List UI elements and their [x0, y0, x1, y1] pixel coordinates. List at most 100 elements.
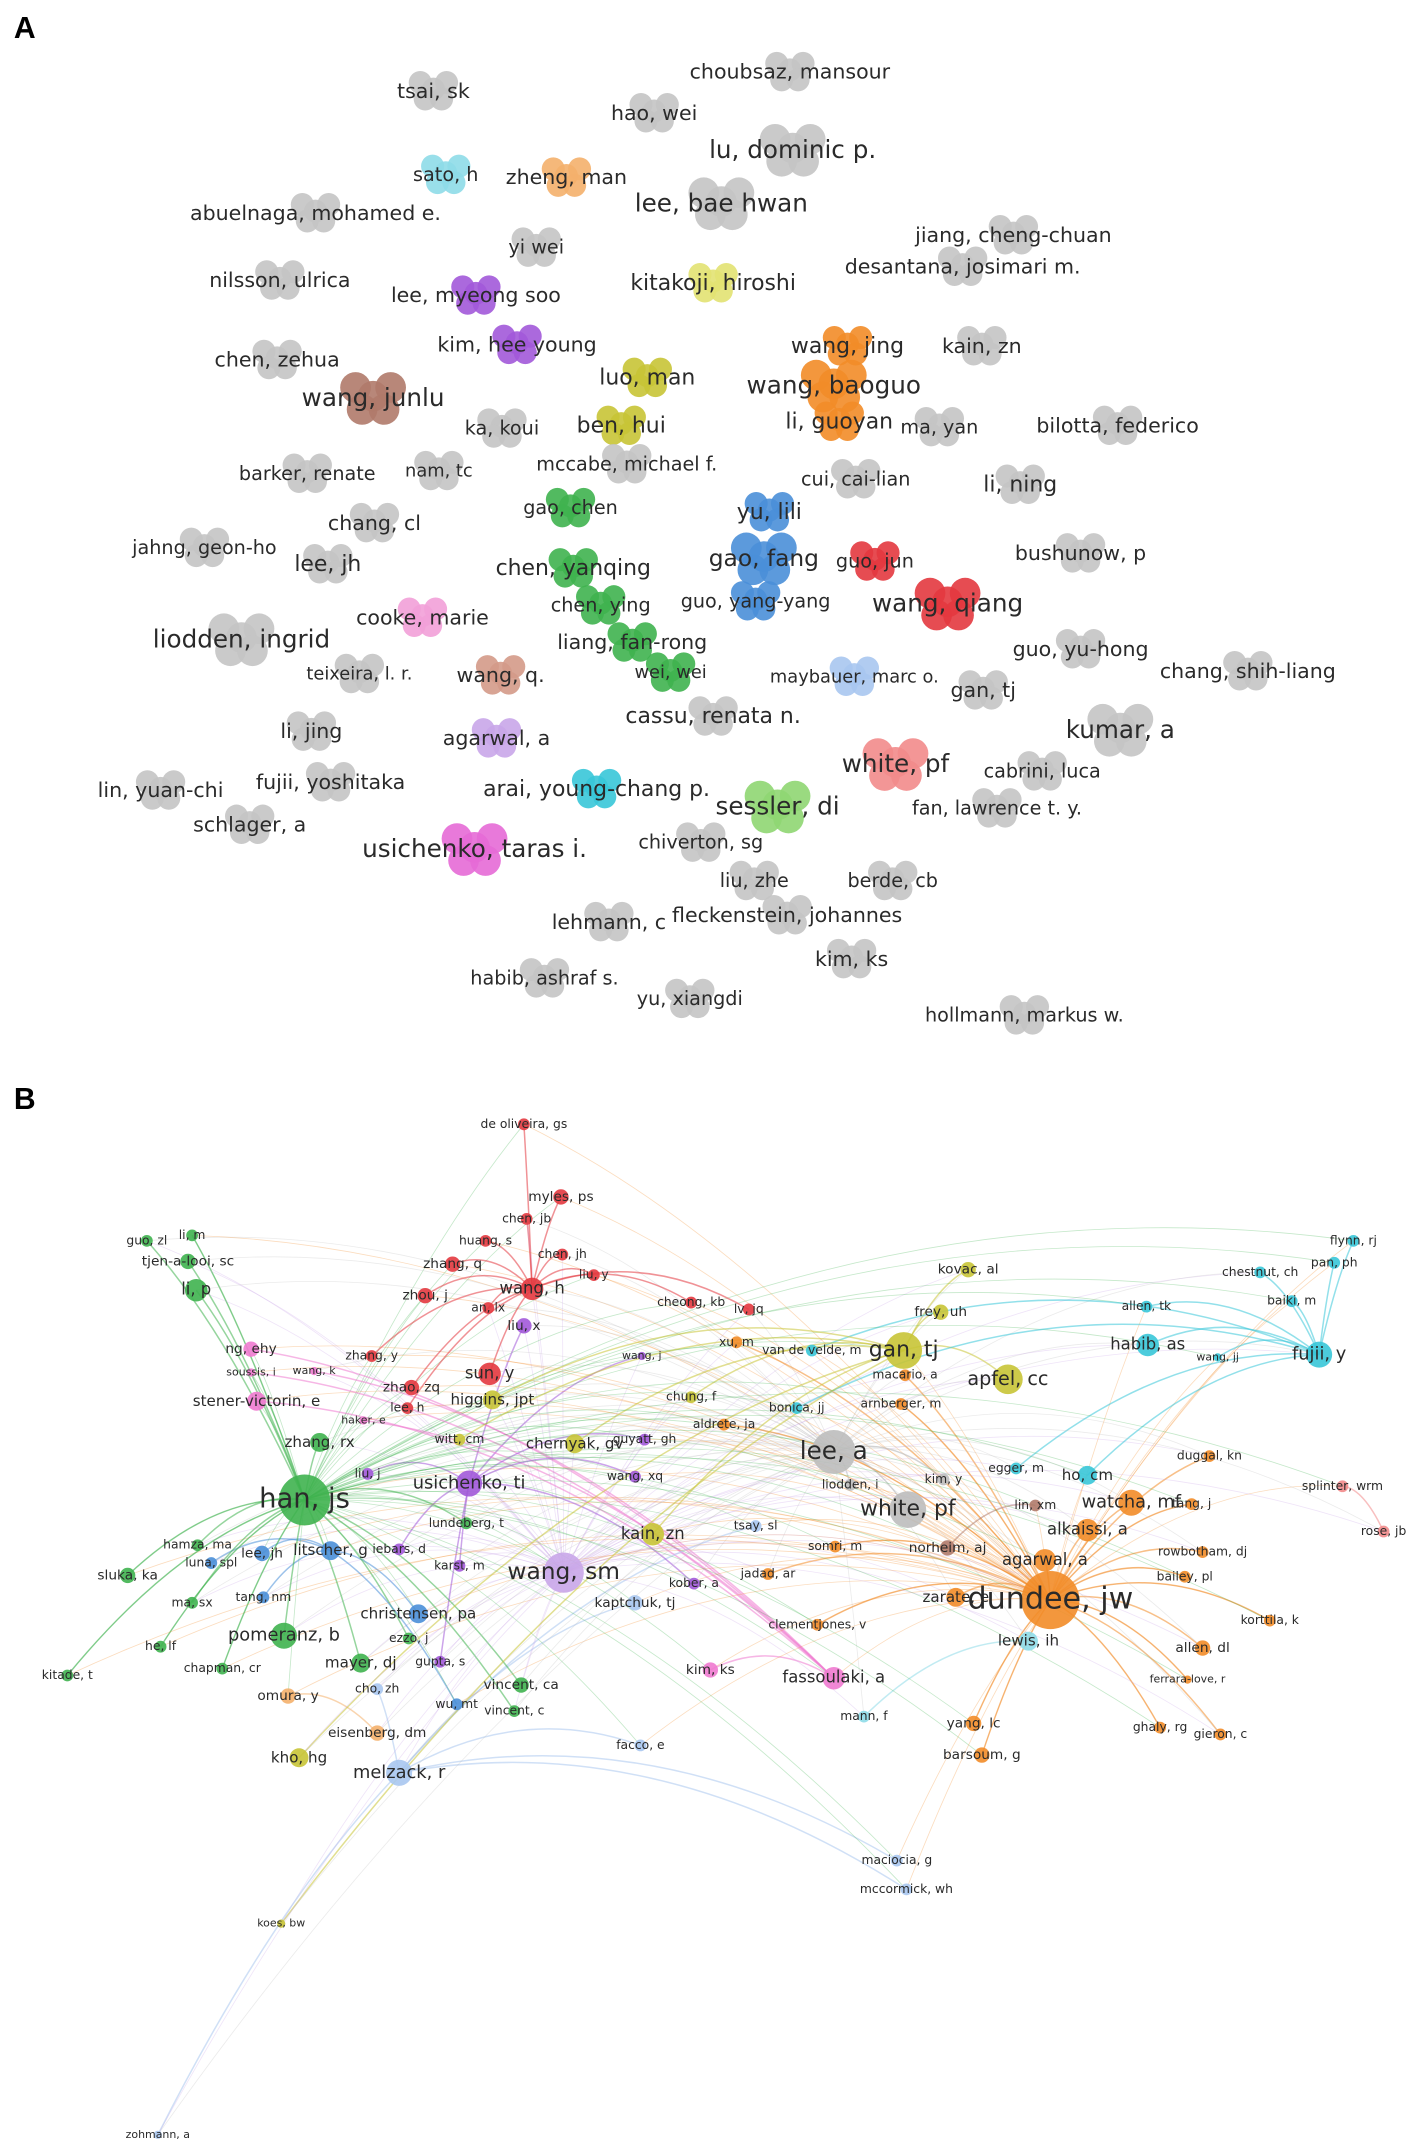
edge — [850, 1484, 1051, 1601]
node-label: mccabe, michael f. — [536, 452, 717, 475]
node — [520, 1213, 533, 1225]
edge — [563, 1541, 956, 1598]
node — [1285, 1295, 1298, 1308]
node-blob — [852, 475, 876, 499]
node-label: allen, tk — [1122, 1299, 1172, 1313]
node-blob — [752, 597, 776, 621]
edge — [398, 1761, 907, 1891]
node-label: abuelnaga, mohamed e. — [190, 201, 441, 225]
node-label: liang, fan-rong — [557, 630, 707, 654]
edge — [563, 1471, 944, 1573]
edge — [563, 1494, 1088, 1574]
node — [243, 1341, 259, 1357]
node-blob — [851, 672, 875, 696]
node — [140, 1234, 153, 1247]
edge — [439, 1451, 834, 1663]
node-label: kitakoji, hiroshi — [630, 271, 796, 296]
node-label: higgins, jpt — [450, 1390, 534, 1408]
edge — [523, 1325, 565, 1573]
edge — [767, 1552, 1051, 1601]
node-label: kim, ks — [686, 1662, 735, 1678]
node-label: wei, wei — [634, 662, 706, 683]
node — [543, 1552, 584, 1593]
edge — [652, 1349, 904, 1535]
node-label: vincent, ca — [484, 1677, 559, 1693]
node — [408, 1604, 428, 1624]
node — [811, 1618, 824, 1631]
edge — [304, 1499, 907, 1890]
edge — [563, 1378, 1008, 1573]
edge — [640, 1598, 1051, 1746]
edge — [304, 1456, 948, 1549]
edge — [67, 1499, 305, 1676]
node-blob — [942, 262, 966, 287]
node-label: norheim, aj — [909, 1540, 987, 1556]
edge — [816, 1582, 1051, 1626]
node-label: christensen, pa — [360, 1604, 476, 1622]
node-label: kim, y — [925, 1472, 963, 1486]
edge — [489, 1364, 834, 1453]
edge — [304, 1497, 974, 1724]
node-label: kober, a — [669, 1576, 719, 1590]
edge — [398, 1441, 834, 1550]
node-blob — [567, 504, 591, 528]
edge — [710, 1655, 835, 1679]
node-label: han, js — [259, 1483, 350, 1514]
node — [119, 1567, 136, 1584]
edge — [67, 1538, 1051, 1676]
node — [627, 1595, 643, 1611]
node-label: kain, zn — [621, 1524, 685, 1543]
node-label: flynn, rj — [1330, 1233, 1377, 1247]
node — [965, 1715, 982, 1732]
node-label: chen, jh — [538, 1247, 587, 1261]
node — [1033, 1549, 1057, 1572]
edge — [376, 1451, 834, 1734]
node-label: ng, ehy — [225, 1341, 276, 1357]
node — [889, 1491, 927, 1528]
node-blob — [442, 171, 466, 195]
node — [180, 1253, 196, 1270]
node-blob — [773, 802, 804, 834]
edge — [197, 1517, 564, 1574]
node-label: jahng, geon-ho — [131, 536, 277, 559]
edge — [304, 1341, 904, 1501]
node — [858, 1710, 870, 1723]
node-blob — [634, 109, 658, 133]
node — [310, 1432, 330, 1452]
node-label: zheng, man — [506, 165, 627, 189]
node-blob — [1097, 422, 1121, 446]
node — [974, 1747, 990, 1763]
node — [638, 1433, 651, 1446]
node — [900, 1883, 913, 1896]
node-blob — [1114, 422, 1138, 446]
node — [270, 1622, 297, 1649]
node-label: korttila, k — [1241, 1613, 1300, 1627]
node — [1183, 1675, 1192, 1684]
node — [434, 1655, 447, 1668]
node-label: chang, shih-liang — [1160, 659, 1336, 683]
node-label: desantana, josimari m. — [845, 254, 1081, 278]
node-label: chapman, cr — [184, 1661, 262, 1675]
node-blob — [532, 243, 556, 267]
edge — [466, 1439, 834, 1524]
node-blob — [273, 356, 297, 380]
node-blob — [546, 173, 570, 197]
node-blob — [371, 519, 395, 543]
node-blob — [472, 291, 496, 315]
node — [257, 1591, 270, 1604]
node-blob — [835, 417, 859, 441]
node-blob — [201, 544, 225, 568]
node-blob — [493, 734, 517, 758]
edge — [157, 1451, 834, 2136]
edge — [191, 1440, 834, 1604]
edge — [304, 1345, 812, 1501]
node — [450, 1698, 463, 1711]
edge — [187, 1256, 835, 1453]
edge — [313, 1370, 564, 1573]
node-label: witt, cm — [435, 1432, 485, 1446]
node-label: lee, h — [390, 1401, 424, 1415]
edge — [833, 1435, 1017, 1469]
edge — [304, 1429, 1036, 1506]
edge — [487, 1307, 565, 1573]
edge — [304, 1292, 1147, 1501]
